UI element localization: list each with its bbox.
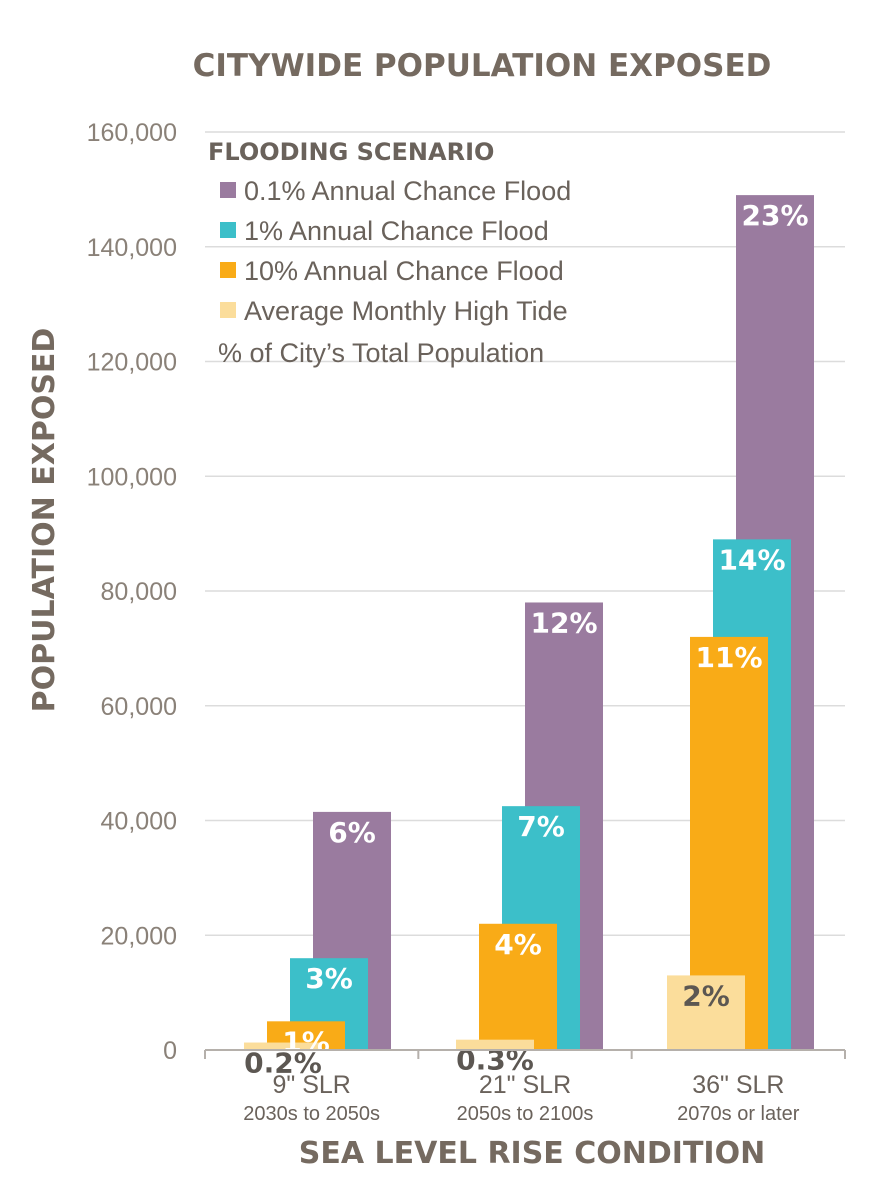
x-category-sublabel: 2050s to 2100s [457,1103,594,1125]
x-category-label: 36" SLR [692,1071,784,1099]
legend-entry: Average Monthly High Tide [244,296,568,326]
bar-data-label: 11% [695,641,762,674]
chart-title: CITYWIDE POPULATION EXPOSED [193,48,772,84]
bar-data-label: 14% [718,543,785,576]
legend-swatch [220,302,236,318]
legend-note: % of City’s Total Population [218,338,544,368]
bar-data-label: 6% [328,816,376,849]
bar-data-label: 23% [741,199,808,232]
bar-data-label: 12% [530,606,597,639]
y-tick-label: 20,000 [101,922,177,950]
bar-data-label: 0.2% [244,1047,322,1080]
y-tick-label: 80,000 [101,578,177,606]
y-tick-label: 0 [163,1037,177,1065]
legend-swatch [220,222,236,238]
x-category-sublabel: 2030s to 2050s [243,1103,380,1125]
x-category-label: 9" SLR [272,1071,350,1099]
bar-data-label: 4% [494,928,542,961]
legend-entry: 10% Annual Chance Flood [244,256,564,286]
y-tick-label: 120,000 [87,349,177,377]
y-tick-label: 140,000 [87,234,177,262]
legend-swatch [220,262,236,278]
y-tick-label: 160,000 [87,119,177,147]
legend-swatch [220,182,236,198]
y-axis-title: POPULATION EXPOSED [27,328,62,713]
bar [456,1039,534,1050]
bars [244,195,814,1051]
x-axis-ticks: 9" SLR 2030s to 2050s 21" SLR 2050s to 2100… [204,1050,846,1125]
bar [244,1042,322,1050]
bar-data-label: 7% [517,810,565,843]
y-tick-label: 60,000 [101,693,177,721]
x-category-label: 21" SLR [479,1071,571,1099]
y-tick-label: 100,000 [87,463,177,491]
y-axis-ticks: 0 20,000 40,000 60,000 80,000 100,000 120,000 1… [87,119,177,1065]
legend-entry: 0.1% Annual Chance Flood [244,176,571,206]
bar-data-label: 3% [305,962,353,995]
x-category-sublabel: 2070s or later [677,1103,800,1125]
bar [479,923,557,1050]
legend-title: FLOODING SCENARIO [208,138,494,166]
bar [667,975,745,1050]
legend-entry: 1% Annual Chance Flood [244,216,549,246]
data-labels: 6%12%23%3%7%14%1%4%11%0.2% 0.3%2% [244,199,808,1079]
bar-data-label: 2% [682,979,730,1012]
x-axis-title: SEA LEVEL RISE CONDITION [299,1136,765,1171]
y-tick-label: 40,000 [101,808,177,836]
legend: FLOODING SCENARIO % of City’s Total Popu… [208,138,571,368]
bar-data-label: 1% [282,1025,330,1058]
